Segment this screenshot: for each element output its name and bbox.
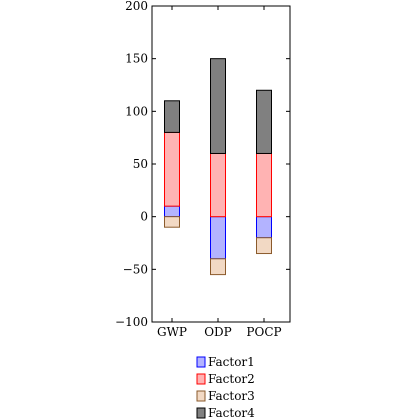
legend-label-factor2: Factor2 [208,372,255,386]
legend-swatch-factor2 [196,373,206,385]
legend: Factor1 Factor2 Factor3 Factor4 [193,352,257,420]
y-tick-label: 150 [125,52,148,66]
y-axis: −100 −50 0 50 100 150 200 [115,0,290,329]
y-tick-label: 50 [133,157,148,171]
x-tick-label-pocp: POCP [246,325,281,339]
bar-pocp-factor2 [256,152,272,218]
bar-pocp-factor1 [256,216,272,239]
bar-gwp-factor2 [164,131,180,207]
x-axis: GWP ODP POCP [157,6,282,339]
bar-gwp-factor4 [164,100,180,133]
x-tick-label-gwp: GWP [157,325,187,339]
legend-label-factor4: Factor4 [208,406,255,420]
bars-layer [164,58,272,276]
y-tick-label: 200 [125,0,148,13]
y-tick-label: 100 [125,104,148,118]
bar-odp-factor3 [210,258,226,276]
legend-swatch-factor3 [196,390,206,402]
bar-odp-factor2 [210,152,226,218]
bar-odp-factor1 [210,216,226,260]
bar-pocp-factor4 [256,89,272,154]
bar-odp-factor4 [210,58,226,154]
bar-gwp-factor1 [164,205,180,218]
legend-label-factor1: Factor1 [208,355,255,369]
x-tick-label-odp: ODP [204,325,232,339]
bar-gwp-factor3 [164,216,180,228]
legend-swatch-factor4 [196,407,206,419]
bar-pocp-factor3 [256,237,272,255]
y-tick-label: −100 [115,315,148,329]
y-tick-label: −50 [123,262,148,276]
legend-label-factor3: Factor3 [208,389,255,403]
legend-swatch-factor1 [196,356,206,368]
y-tick-label: 0 [140,210,148,224]
